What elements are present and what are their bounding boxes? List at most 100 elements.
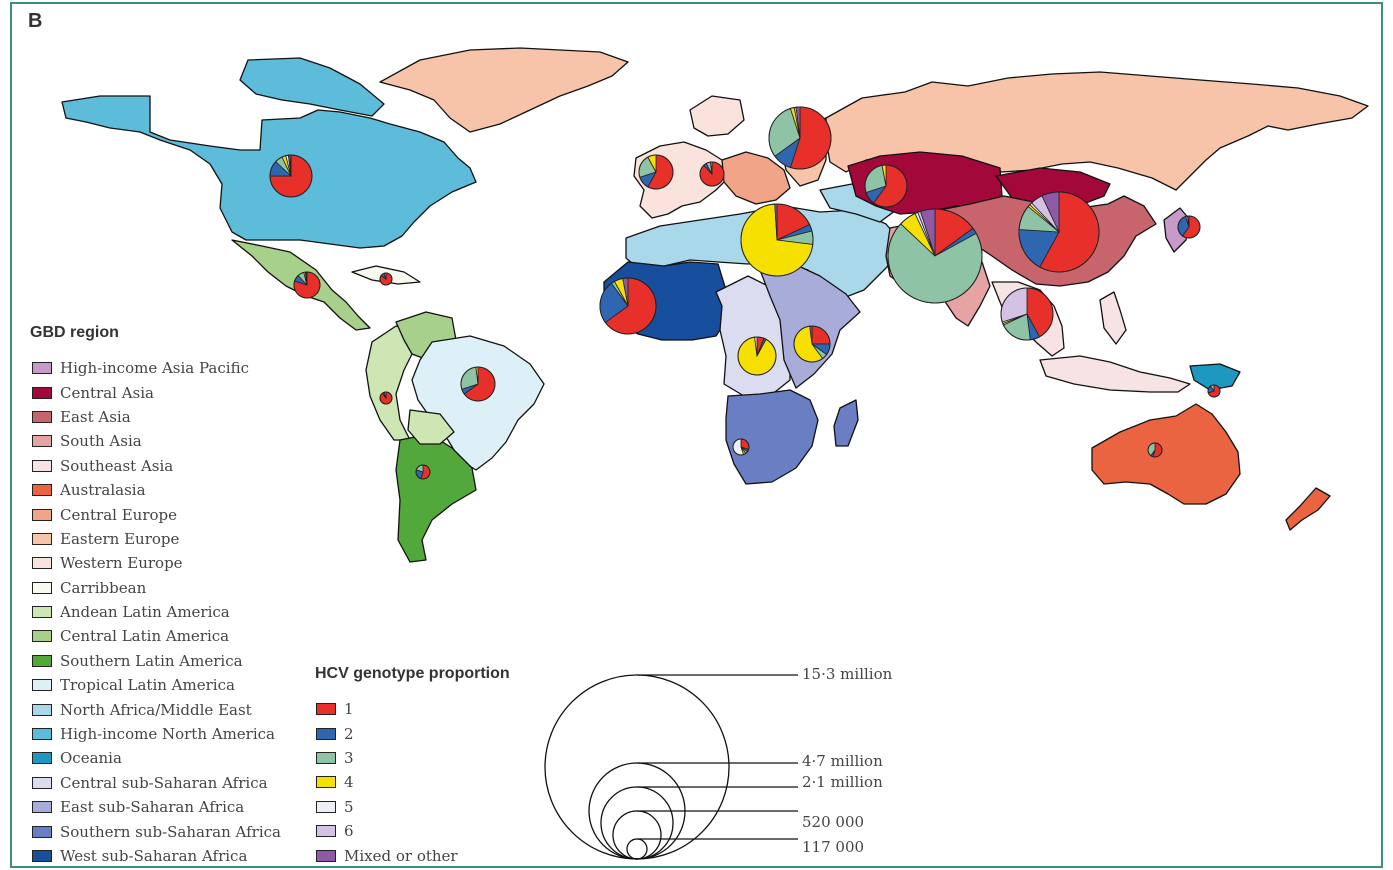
gbd-legend-item: North Africa/Middle East xyxy=(32,697,281,721)
region-southern-sub-saharan-africa xyxy=(725,389,819,485)
pie-outline xyxy=(793,325,831,363)
gbd-legend-swatch xyxy=(32,581,52,594)
gbd-legend-label: Southern sub-Saharan Africa xyxy=(60,822,281,841)
genotype-legend-label: 1 xyxy=(344,700,354,719)
gbd-legend-swatch xyxy=(32,362,52,375)
pie-outline xyxy=(737,336,777,376)
pie-west-sub-saharan-africa xyxy=(599,277,657,335)
region-east-sub-saharan-africa xyxy=(759,261,861,389)
region-western-europe xyxy=(689,95,745,137)
pie-outline xyxy=(887,208,983,304)
pie-central-sub-saharan-africa xyxy=(737,336,777,376)
gbd-legend-swatch xyxy=(32,532,52,545)
gbd-legend-label: North Africa/Middle East xyxy=(60,700,252,719)
pie-outline xyxy=(768,106,832,170)
genotype-legend-label: 3 xyxy=(344,748,354,767)
region-southern-latin-america xyxy=(395,433,477,563)
genotype-legend-label: 6 xyxy=(344,822,354,841)
genotype-legend-item: 1 xyxy=(316,697,458,721)
gbd-legend-item: East sub-Saharan Africa xyxy=(32,795,281,819)
figure-frame xyxy=(10,2,1383,868)
gbd-legend-item: Southeast Asia xyxy=(32,454,281,478)
gbd-legend-item: Central Latin America xyxy=(32,624,281,648)
gbd-legend-item: Southern Latin America xyxy=(32,649,281,673)
genotype-legend-swatch xyxy=(316,703,336,716)
gbd-legend-label: Central Asia xyxy=(60,383,154,402)
genotype-legend-swatch xyxy=(316,751,336,764)
gbd-legend-item: Andean Latin America xyxy=(32,600,281,624)
size-scale-circle xyxy=(600,786,674,860)
region-eastern-europe xyxy=(379,47,629,133)
size-scale-label: 117 000 xyxy=(802,838,865,856)
gbd-legend-label: Carribbean xyxy=(60,578,147,597)
gbd-legend-swatch xyxy=(32,801,52,814)
region-southeast-asia xyxy=(1039,355,1191,393)
gbd-legend-label: Australasia xyxy=(60,481,146,500)
gbd-legend-swatch xyxy=(32,825,52,838)
region-tropical-latin-america xyxy=(411,335,545,471)
pie-outline xyxy=(1177,215,1201,239)
pie-tropical-latin-america xyxy=(460,366,496,402)
genotype-legend-title: HCV genotype proportion xyxy=(315,665,510,682)
gbd-legend-swatch xyxy=(32,850,52,862)
gbd-legend-label: Tropical Latin America xyxy=(60,676,235,695)
pie-outline xyxy=(1207,384,1221,398)
gbd-legend-label: East Asia xyxy=(60,407,131,426)
region-southeast-asia xyxy=(1099,291,1127,345)
gbd-legend-label: Oceania xyxy=(60,749,122,768)
gbd-legend-swatch xyxy=(32,728,52,741)
gbd-legend-label: East sub-Saharan Africa xyxy=(60,798,245,817)
pie-eastern-europe xyxy=(768,106,832,170)
pie-outline xyxy=(864,164,908,208)
gbd-legend-swatch xyxy=(32,752,52,765)
gbd-legend-item: Central sub-Saharan Africa xyxy=(32,771,281,795)
pie-western-europe xyxy=(638,154,674,190)
gbd-legend-label: West sub-Saharan Africa xyxy=(60,847,248,865)
gbd-legend-label: Eastern Europe xyxy=(60,529,180,548)
region-australasia xyxy=(1091,403,1241,505)
pie-southern-latin-america xyxy=(415,464,431,480)
pie-south-asia xyxy=(887,208,983,304)
pie-outline xyxy=(415,464,431,480)
gbd-legend-swatch xyxy=(32,776,52,789)
gbd-legend-swatch xyxy=(32,654,52,667)
gbd-legend-swatch xyxy=(32,410,52,423)
genotype-legend-item: 6 xyxy=(316,819,458,843)
pie-east-sub-saharan-africa xyxy=(793,325,831,363)
gbd-legend-swatch xyxy=(32,508,52,521)
gbd-legend-label: Central sub-Saharan Africa xyxy=(60,773,268,792)
gbd-legend-swatch xyxy=(32,606,52,619)
size-scale-label: 520 000 xyxy=(802,813,865,831)
genotype-legend-swatch xyxy=(316,825,336,838)
gbd-legend-item: Oceania xyxy=(32,746,281,770)
region-southern-sub-saharan-africa xyxy=(833,399,859,447)
gbd-legend-label: Central Europe xyxy=(60,505,178,524)
gbd-legend-item: Southern sub-Saharan Africa xyxy=(32,819,281,843)
gbd-legend-swatch xyxy=(32,703,52,716)
pie-outline xyxy=(732,438,750,456)
gbd-legend-item: High-income North America xyxy=(32,722,281,746)
gbd-legend-label: South Asia xyxy=(60,432,142,451)
size-scale-circle xyxy=(544,674,730,860)
pie-outline xyxy=(1000,287,1054,341)
genotype-legend-swatch xyxy=(316,800,336,813)
region-australasia xyxy=(1285,487,1331,531)
pie-southern-sub-saharan-africa xyxy=(732,438,750,456)
pie-outline xyxy=(1147,442,1163,458)
pie-high-income-north-america xyxy=(269,154,313,198)
gbd-legend-label: High-income North America xyxy=(60,725,275,744)
gbd-legend-item: High-income Asia Pacific xyxy=(32,356,281,380)
gbd-legend-swatch xyxy=(32,435,52,448)
genotype-legend-label: 2 xyxy=(344,724,354,743)
gbd-legend-label: High-income Asia Pacific xyxy=(60,359,249,378)
pie-outline xyxy=(1018,191,1100,273)
genotype-legend: 1 2 3 4 5 6 Mixed or other xyxy=(316,697,458,868)
gbd-legend-swatch xyxy=(32,484,52,497)
size-scale xyxy=(544,674,798,860)
genotype-legend-item: 2 xyxy=(316,721,458,745)
gbd-legend-item: Tropical Latin America xyxy=(32,673,281,697)
genotype-legend-label: 5 xyxy=(344,797,354,816)
gbd-legend-label: Andean Latin America xyxy=(60,603,230,622)
region-andean-latin-america xyxy=(407,409,455,445)
region-central-europe xyxy=(721,151,791,205)
